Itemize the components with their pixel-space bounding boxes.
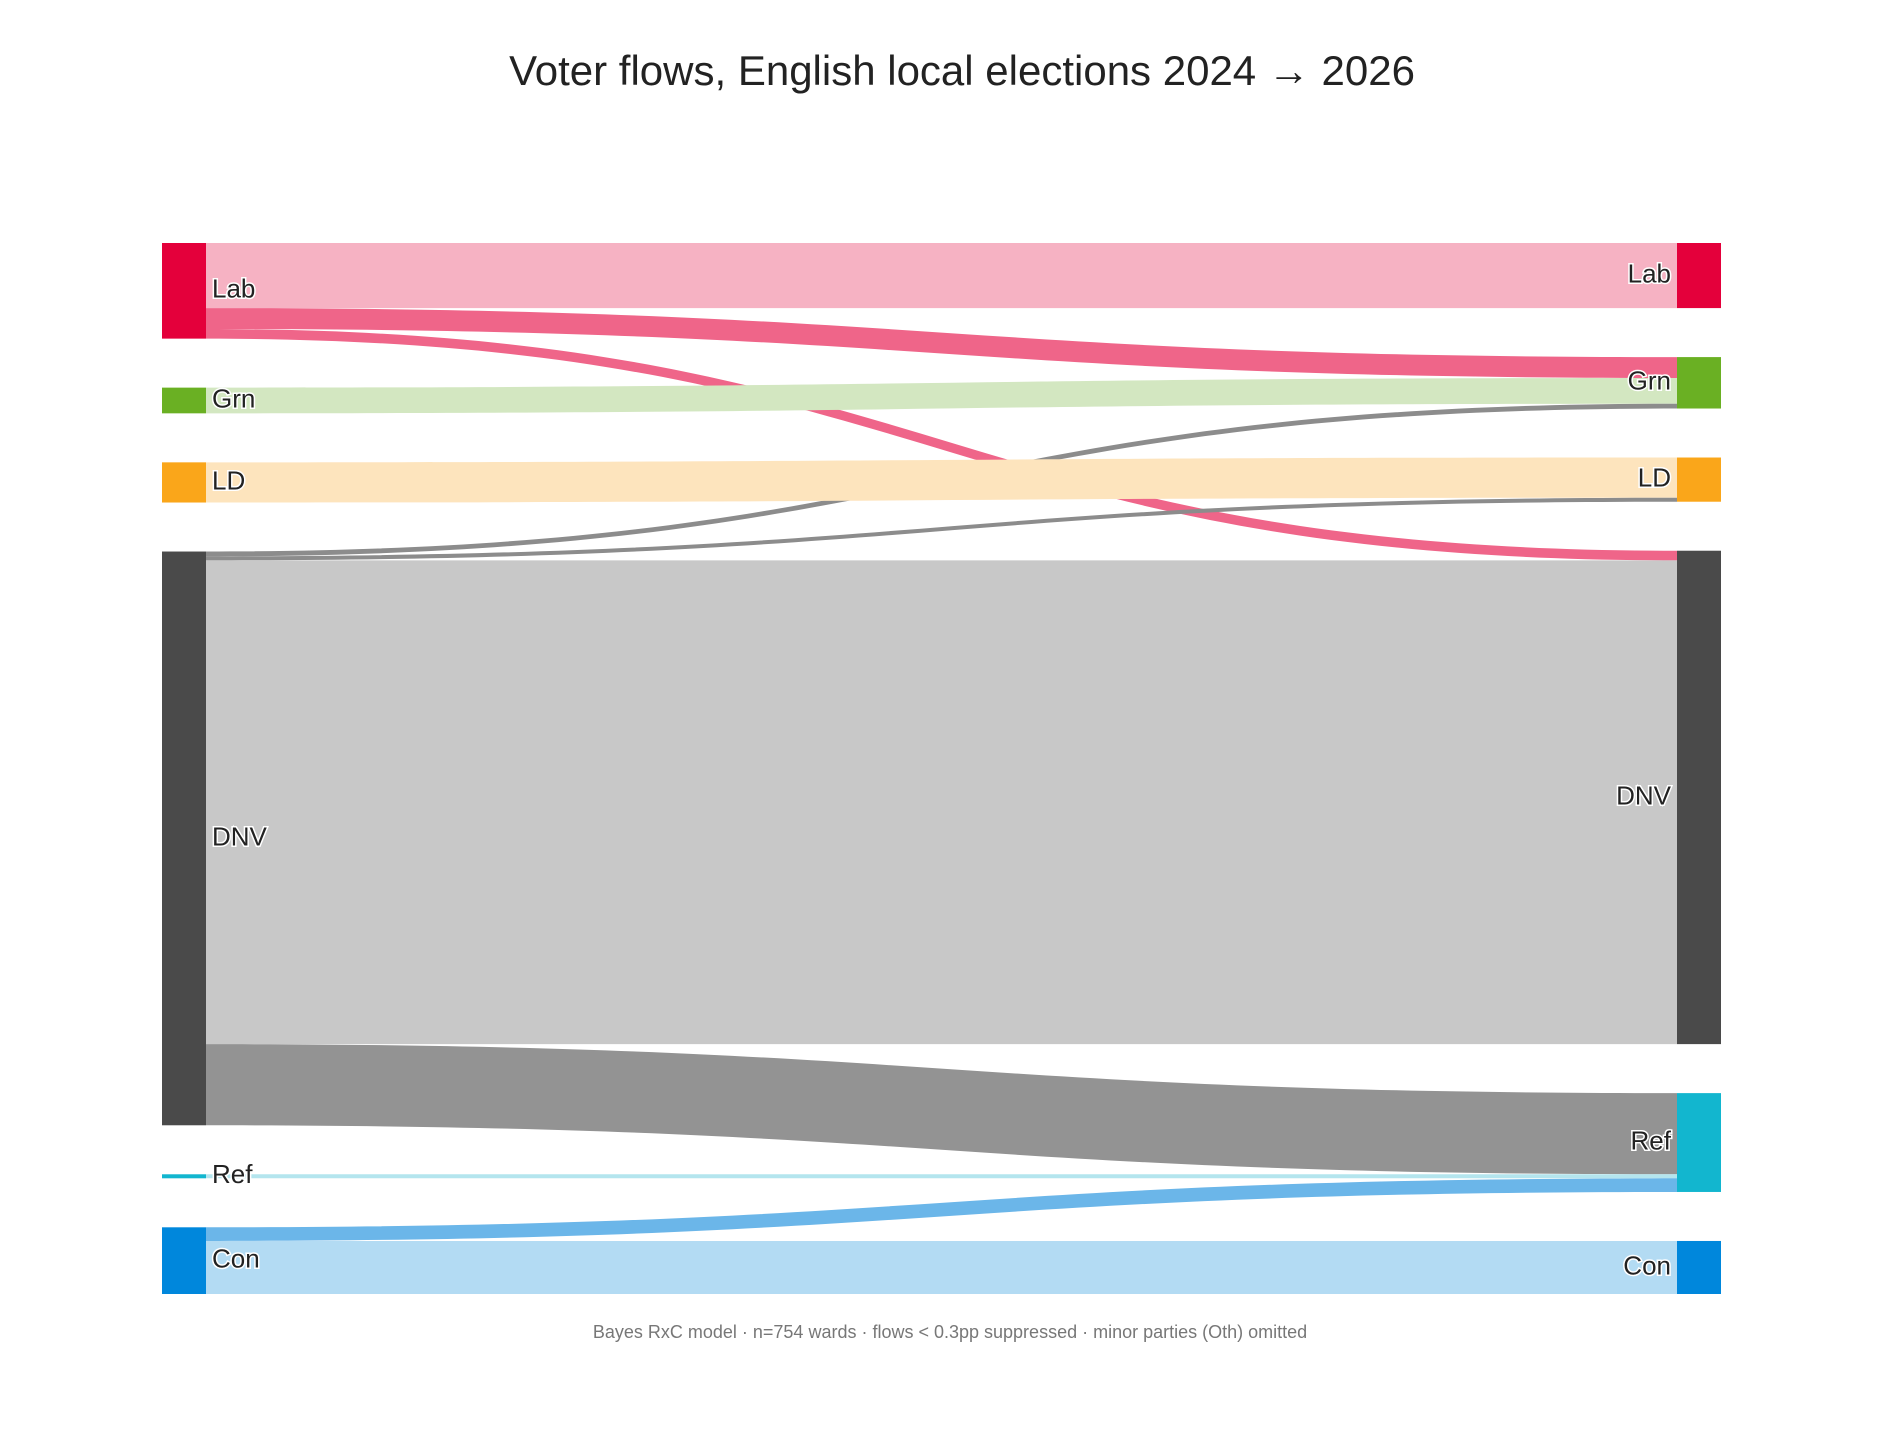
node bbox=[162, 1227, 206, 1294]
flow bbox=[206, 1044, 1677, 1175]
node bbox=[1677, 357, 1721, 409]
node-label: DNV bbox=[212, 821, 268, 851]
node-label: Con bbox=[212, 1244, 260, 1274]
node-label: Grn bbox=[1628, 366, 1671, 396]
node bbox=[162, 462, 206, 503]
node-label: Grn bbox=[212, 383, 255, 413]
flow bbox=[206, 497, 1677, 561]
links bbox=[206, 243, 1677, 1294]
flow bbox=[206, 243, 1677, 309]
footnote: Bayes RxC model · n=754 wards · flows < … bbox=[593, 1322, 1307, 1342]
flow bbox=[206, 457, 1677, 503]
node-label: LD bbox=[1638, 462, 1671, 492]
node bbox=[162, 551, 206, 1126]
flow bbox=[206, 1240, 1677, 1294]
node-label: Ref bbox=[212, 1159, 253, 1189]
node bbox=[162, 243, 206, 339]
node-label: Lab bbox=[212, 274, 255, 304]
flow bbox=[206, 377, 1677, 414]
nodes: Lab Grn LD DNV Ref Con Lab Grn LD DNV Ref Con bbox=[162, 243, 1721, 1294]
node bbox=[162, 1174, 206, 1179]
node bbox=[1677, 457, 1721, 502]
chart-title: Voter flows, English local elections 202… bbox=[509, 47, 1415, 94]
flow bbox=[206, 328, 1677, 561]
flow bbox=[206, 308, 1677, 378]
flow bbox=[206, 1174, 1677, 1179]
node bbox=[1677, 550, 1721, 1045]
flow bbox=[206, 1178, 1677, 1241]
node-label: Con bbox=[1623, 1250, 1671, 1280]
node bbox=[162, 387, 206, 414]
node-label: LD bbox=[212, 465, 245, 495]
node bbox=[1677, 1240, 1721, 1294]
node-label: DNV bbox=[1616, 780, 1672, 810]
node bbox=[1677, 243, 1721, 309]
node-label: Lab bbox=[1628, 258, 1671, 288]
node-label: Ref bbox=[1631, 1125, 1672, 1155]
flow bbox=[206, 560, 1677, 1045]
node bbox=[1677, 1093, 1721, 1192]
